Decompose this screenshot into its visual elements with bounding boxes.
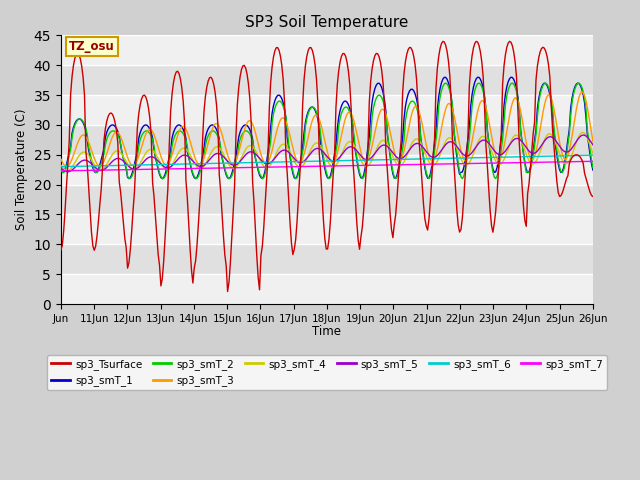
sp3_smT_3 (93, 161, 101, 167)
sp3_Tsurface (75, 52, 83, 58)
sp3_smT_6 (331, 158, 339, 164)
Bar (61, 125, 593, 155)
sp3_smT_7 (436, 161, 444, 167)
sp3_Tsurface (92, 243, 99, 249)
Line: sp3_smT_5: sp3_smT_5 (61, 135, 593, 172)
sp3_smT_5 (589, 142, 596, 148)
Bar (61, 36, 593, 65)
sp3_smT_4 (438, 148, 445, 154)
sp3_smT_6 (589, 152, 596, 158)
Line: sp3_smT_2: sp3_smT_2 (61, 83, 593, 179)
Bar (61, 244, 593, 274)
sp3_smT_4 (332, 162, 340, 168)
sp3_smT_2 (57, 167, 65, 172)
sp3_smT_5 (93, 166, 101, 172)
sp3_smT_5 (517, 137, 525, 143)
Line: sp3_smT_4: sp3_smT_4 (61, 132, 593, 171)
Line: sp3_smT_6: sp3_smT_6 (61, 155, 593, 167)
sp3_smT_1 (75, 116, 83, 122)
sp3_smT_5 (64, 169, 72, 175)
sp3_smT_6 (436, 156, 444, 161)
Line: sp3_Tsurface: sp3_Tsurface (61, 41, 593, 291)
sp3_Tsurface (438, 41, 445, 47)
sp3_smT_2 (75, 116, 83, 122)
sp3_smT_6 (92, 163, 99, 169)
sp3_smT_5 (579, 132, 587, 138)
sp3_smT_2 (438, 88, 445, 94)
sp3_smT_3 (332, 155, 340, 161)
sp3_Tsurface (224, 288, 232, 294)
Bar (61, 95, 593, 125)
Text: TZ_osu: TZ_osu (69, 40, 115, 53)
Line: sp3_smT_7: sp3_smT_7 (61, 161, 593, 171)
sp3_smT_5 (332, 158, 340, 164)
sp3_smT_7 (331, 163, 339, 169)
sp3_smT_7 (585, 158, 593, 164)
Title: SP3 Soil Temperature: SP3 Soil Temperature (245, 15, 408, 30)
sp3_smT_2 (589, 165, 596, 170)
sp3_smT_4 (93, 166, 101, 171)
sp3_smT_3 (578, 89, 586, 95)
sp3_smT_2 (442, 80, 449, 86)
sp3_smT_1 (588, 161, 595, 167)
Line: sp3_smT_3: sp3_smT_3 (61, 92, 593, 167)
Bar (61, 185, 593, 215)
sp3_smT_4 (57, 162, 65, 168)
sp3_smT_2 (425, 176, 433, 181)
sp3_smT_5 (588, 140, 595, 145)
sp3_smT_4 (589, 150, 596, 156)
sp3_smT_3 (588, 130, 595, 136)
Line: sp3_smT_1: sp3_smT_1 (61, 77, 593, 179)
Bar (61, 155, 593, 185)
sp3_smT_6 (585, 153, 593, 158)
sp3_smT_1 (332, 142, 340, 147)
sp3_smT_4 (77, 151, 84, 157)
sp3_smT_7 (92, 168, 99, 173)
sp3_smT_1 (438, 80, 445, 85)
sp3_smT_3 (589, 139, 596, 144)
sp3_smT_6 (515, 154, 523, 160)
sp3_Tsurface (518, 183, 526, 189)
sp3_smT_5 (57, 165, 65, 171)
sp3_smT_2 (92, 169, 99, 175)
sp3_smT_2 (588, 157, 595, 163)
sp3_Tsurface (332, 105, 340, 110)
sp3_smT_4 (64, 168, 72, 174)
sp3_smT_3 (438, 125, 445, 131)
X-axis label: Time: Time (312, 325, 341, 338)
sp3_smT_2 (518, 140, 526, 145)
sp3_smT_3 (517, 108, 525, 114)
Bar (61, 215, 593, 244)
sp3_smT_1 (92, 170, 99, 176)
Bar (61, 65, 593, 95)
sp3_smT_2 (331, 157, 339, 163)
sp3_smT_1 (518, 139, 526, 145)
sp3_smT_4 (579, 130, 587, 135)
sp3_smT_1 (159, 176, 166, 181)
sp3_smT_3 (63, 164, 70, 169)
sp3_smT_7 (515, 160, 523, 166)
sp3_smT_3 (77, 134, 84, 140)
Y-axis label: Soil Temperature (C): Soil Temperature (C) (15, 109, 28, 230)
sp3_smT_1 (589, 167, 596, 173)
sp3_Tsurface (588, 192, 595, 198)
sp3_smT_5 (77, 159, 84, 165)
sp3_smT_7 (57, 168, 65, 174)
sp3_smT_4 (517, 137, 525, 143)
sp3_smT_1 (507, 74, 515, 80)
sp3_Tsurface (589, 193, 596, 199)
sp3_smT_5 (438, 147, 445, 153)
sp3_smT_7 (75, 168, 83, 173)
Bar (61, 274, 593, 304)
sp3_Tsurface (57, 247, 65, 253)
sp3_Tsurface (506, 38, 513, 44)
sp3_smT_6 (57, 164, 65, 169)
sp3_smT_4 (588, 146, 595, 152)
sp3_smT_7 (589, 158, 596, 164)
sp3_smT_6 (75, 163, 83, 169)
sp3_smT_1 (57, 168, 65, 174)
sp3_smT_3 (57, 156, 65, 162)
Legend: sp3_Tsurface, sp3_smT_1, sp3_smT_2, sp3_smT_3, sp3_smT_4, sp3_smT_5, sp3_smT_6, : sp3_Tsurface, sp3_smT_1, sp3_smT_2, sp3_… (47, 355, 607, 390)
